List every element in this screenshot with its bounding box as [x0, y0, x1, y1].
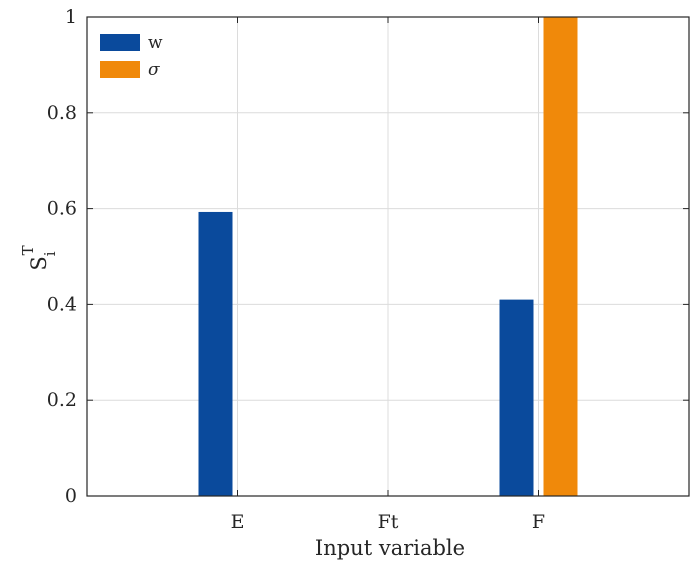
- bar-w-e: [198, 211, 233, 496]
- x-tick-label: F: [532, 511, 545, 533]
- y-tick-labels: 0 0.2 0.4 0.6 0.8 1: [47, 6, 77, 507]
- y-tick-label: 0: [65, 485, 77, 507]
- y-axis-label-main: S: [27, 256, 51, 270]
- y-axis-label: SiT: [19, 245, 59, 270]
- x-tick-labels: E Ft F: [231, 511, 546, 533]
- bars: [198, 17, 578, 496]
- y-tick-label: 0.2: [47, 389, 77, 411]
- x-tick-label: E: [231, 511, 245, 533]
- bar-sigma-f: [543, 17, 578, 496]
- svg-text:SiT: SiT: [19, 245, 59, 270]
- legend-label-sigma: σ: [148, 60, 160, 80]
- y-axis-label-sub: i: [41, 251, 59, 256]
- x-tick-label: Ft: [378, 511, 399, 533]
- legend-swatch-sigma: [100, 61, 140, 78]
- bar-w-f: [499, 299, 534, 496]
- y-tick-label: 0.6: [47, 198, 77, 220]
- legend-swatch-w: [100, 34, 140, 51]
- y-tick-label: 1: [65, 6, 77, 28]
- y-tick-label: 0.8: [47, 102, 77, 124]
- grid-lines: [87, 16, 689, 497]
- legend-label-w: w: [148, 33, 163, 53]
- y-tick-label: 0.4: [47, 293, 77, 315]
- x-axis-label: Input variable: [315, 536, 465, 560]
- axis-ticks: [87, 16, 689, 497]
- y-axis-label-sup: T: [19, 245, 37, 255]
- legend: w σ: [100, 33, 163, 80]
